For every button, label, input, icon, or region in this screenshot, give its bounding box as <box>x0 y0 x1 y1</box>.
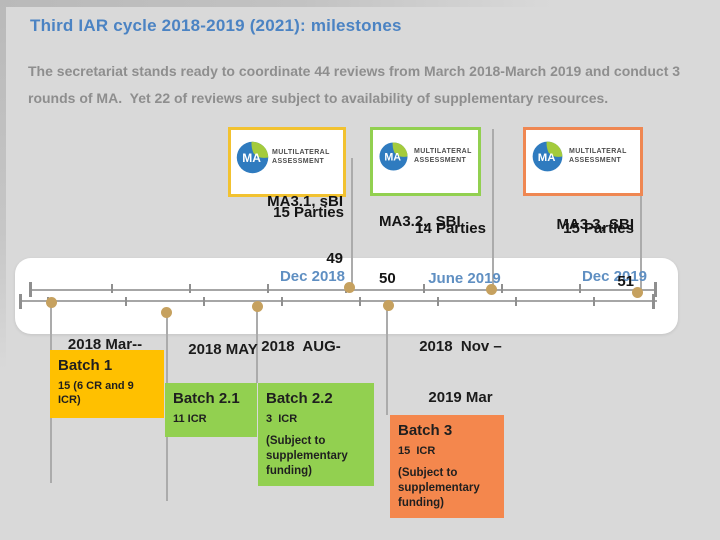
batch-title: Batch 2.1 <box>173 390 240 407</box>
ma-logo-icon: MA <box>234 139 271 176</box>
logo-caption-line: MULTILATERAL <box>414 148 472 155</box>
milestone-label-dec-2019: Dec 2019 <box>581 268 648 285</box>
logo-caption-line: ASSESSMENT <box>414 157 467 164</box>
ma32-parties-count: 14 Parties <box>415 220 486 237</box>
ma-logo-caption: MULTILATERAL ASSESSMENT <box>414 147 472 165</box>
logo-caption-line: ASSESSMENT <box>272 158 325 165</box>
connector-ma33-to-dec2019 <box>640 131 642 289</box>
connector-novmar-to-batch3 <box>386 310 388 415</box>
period-line: 2018 MAY <box>188 341 258 358</box>
batch-1-box: Batch 1 15 (6 CR and 9 ICR) <box>50 350 164 418</box>
batch-funding-note: (Subject to supplementary funding) <box>266 435 348 477</box>
period-line: 2018 Mar-- <box>67 336 143 353</box>
session-number: 49 <box>326 250 343 267</box>
ma31-session-label: MA3.1, sBI 49 <box>230 154 343 306</box>
batch-title: Batch 1 <box>58 357 113 374</box>
intro-paragraph: The secretariat stands ready to coordina… <box>28 63 684 106</box>
svg-text:MA: MA <box>384 152 401 164</box>
page-title: Third IAR cycle 2018-2019 (2021): milest… <box>30 16 402 35</box>
period-label-nov-mar: 2018 Nov – 2019 Mar <box>398 304 523 440</box>
timeline-dot <box>46 297 57 308</box>
logo-caption-line: ASSESSMENT <box>569 157 622 164</box>
ma33-session-label: MA3.3, SBI 51 <box>528 177 634 329</box>
connector-ma31-to-dec2018 <box>351 158 353 284</box>
timeline-dot <box>344 282 355 293</box>
session-label-line: MA3.1, sBI <box>267 193 343 210</box>
ma32-session-label: MA3.2, SBI 50 <box>379 174 479 326</box>
slide-top-edge <box>0 0 600 7</box>
ma-logo-caption: MULTILATERAL ASSESSMENT <box>569 147 627 165</box>
batch-2-1-box: Batch 2.1 11 ICR <box>165 383 257 437</box>
batch-funding-note: (Subject to supplementary funding) <box>398 467 480 509</box>
session-label-line: MA3.3, SBI <box>556 216 634 233</box>
batch-title: Batch 3 <box>398 422 453 439</box>
timeline-dot <box>486 284 497 295</box>
timeline-dot <box>161 307 172 318</box>
logo-caption-line: MULTILATERAL <box>569 148 627 155</box>
svg-text:MA: MA <box>538 152 556 164</box>
batch-2-2-box: Batch 2.2 3 ICR (Subject to supplementar… <box>258 383 374 486</box>
timeline-dot <box>383 300 394 311</box>
connector-augsep-to-batch22 <box>256 311 258 383</box>
slide-left-edge <box>0 0 6 420</box>
session-number: 51 <box>617 273 634 290</box>
timeline-upper-ticks <box>35 284 647 293</box>
batch-count: 11 ICR <box>173 413 207 425</box>
timeline-endcap <box>29 282 32 297</box>
session-number: 50 <box>379 270 396 287</box>
timeline-endcap <box>654 282 657 297</box>
batch-count: 3 ICR <box>266 413 298 425</box>
session-label-line: MA3.2, SBI <box>379 213 461 230</box>
svg-text:MA: MA <box>242 151 261 165</box>
ma-logo-icon: MA <box>377 140 410 173</box>
batch-count: 15 ICR <box>398 445 436 457</box>
batch-3-box: Batch 3 15 ICR (Subject to supplementary… <box>390 415 504 518</box>
ma33-parties-count: 15 Parties <box>563 220 634 237</box>
connector-ma32-to-june2019 <box>492 129 494 285</box>
timeline-dot <box>252 301 263 312</box>
milestone-label-dec-2018: Dec 2018 <box>279 268 345 285</box>
timeline-endcap <box>19 294 22 309</box>
logo-caption-line: MULTILATERAL <box>272 149 330 156</box>
period-line: 2018 AUG- <box>261 338 341 355</box>
timeline-endcap <box>652 294 655 309</box>
timeline-dot <box>632 287 643 298</box>
ma-logo-caption: MULTILATERAL ASSESSMENT <box>272 148 330 166</box>
timeline-band <box>15 258 678 334</box>
timeline-lower-ticks <box>47 297 607 306</box>
ma-logo-icon: MA <box>530 139 565 174</box>
milestone-label-june-2019: June 2019 <box>428 270 501 287</box>
period-line: 2019 Mar <box>428 389 493 406</box>
period-line: 2018 Nov – <box>419 338 502 355</box>
ma31-parties-count: 15 Parties <box>273 204 344 221</box>
batch-title: Batch 2.2 <box>266 390 333 407</box>
batch-count: 15 (6 CR and 9 ICR) <box>58 380 137 406</box>
